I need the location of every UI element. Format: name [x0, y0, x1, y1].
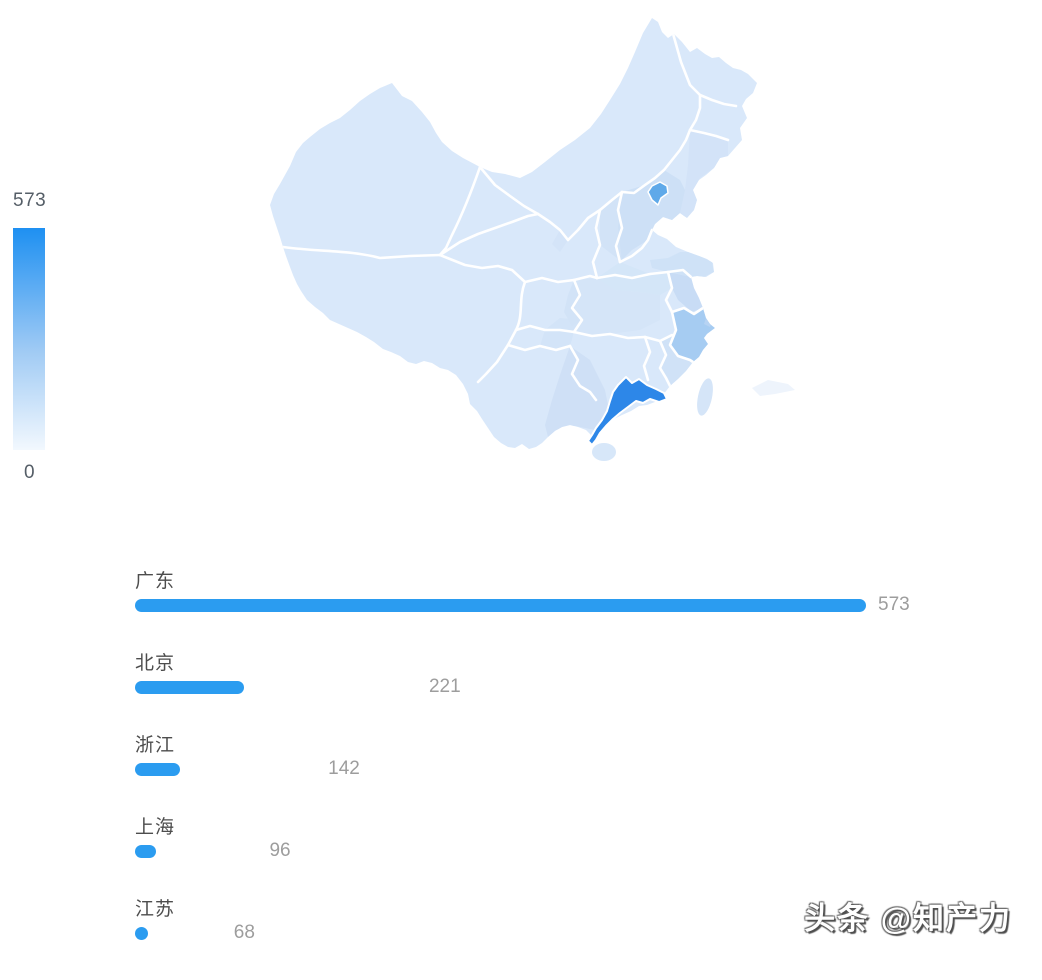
region-beijing[interactable]	[647, 181, 669, 206]
bar-line: 221	[135, 676, 1015, 697]
region-taiwan[interactable]	[694, 377, 716, 417]
province-borders	[281, 28, 738, 402]
faint-island-group	[752, 380, 795, 396]
bar-category-label: 广东	[135, 571, 176, 592]
watermark: 头条 @知产力	[804, 901, 1012, 936]
china-map	[238, 0, 863, 485]
bar[interactable]	[135, 680, 244, 694]
bar-track	[135, 844, 257, 858]
bar-category-label: 上海	[135, 817, 176, 838]
region-hubei[interactable]	[572, 278, 660, 336]
region-hainan[interactable]	[592, 443, 616, 461]
bar-line: 573	[135, 594, 1015, 615]
bar[interactable]	[135, 926, 148, 940]
legend-gradient-bar	[13, 228, 45, 450]
legend-min-label: 0	[24, 462, 35, 483]
bar-group: 江苏 68	[135, 898, 1015, 943]
bar-value: 142	[328, 758, 360, 779]
bar-track	[135, 598, 866, 612]
bar-category-label: 浙江	[135, 735, 176, 756]
bar-group: 浙江 142	[135, 734, 1015, 779]
bar-value: 573	[878, 594, 910, 615]
region-liaoning[interactable]	[680, 130, 728, 218]
region-shanghai[interactable]	[704, 318, 712, 327]
bar[interactable]	[135, 598, 866, 612]
bar-category-label: 江苏	[135, 899, 176, 920]
china-outline[interactable]	[270, 18, 757, 449]
region-guangxi[interactable]	[545, 346, 610, 437]
bar-group: 上海 96	[135, 816, 1015, 861]
bar-value: 96	[269, 840, 291, 861]
bar-group: 北京 221	[135, 652, 1015, 697]
region-guangdong[interactable]	[587, 376, 668, 446]
bar[interactable]	[135, 844, 156, 858]
bar-track	[135, 926, 222, 940]
bar-line: 68	[135, 922, 1015, 943]
bar-track	[135, 680, 417, 694]
province-bar-chart: 广东 573 北京 221 浙江 142 上海 96 江苏 68	[135, 570, 1015, 980]
bar-group: 广东 573	[135, 570, 1015, 615]
bar-line: 142	[135, 758, 1015, 779]
legend-max-label: 573	[13, 190, 47, 211]
bar[interactable]	[135, 762, 180, 776]
region-guizhou[interactable]	[540, 318, 582, 350]
bar-value: 68	[233, 922, 255, 943]
bar-value: 221	[428, 676, 461, 697]
region-jiangsu[interactable]	[668, 272, 703, 312]
bar-track	[135, 762, 316, 776]
bar-category-label: 北京	[135, 653, 176, 674]
region-zhejiang[interactable]	[670, 308, 715, 362]
bar-line: 96	[135, 840, 1015, 861]
